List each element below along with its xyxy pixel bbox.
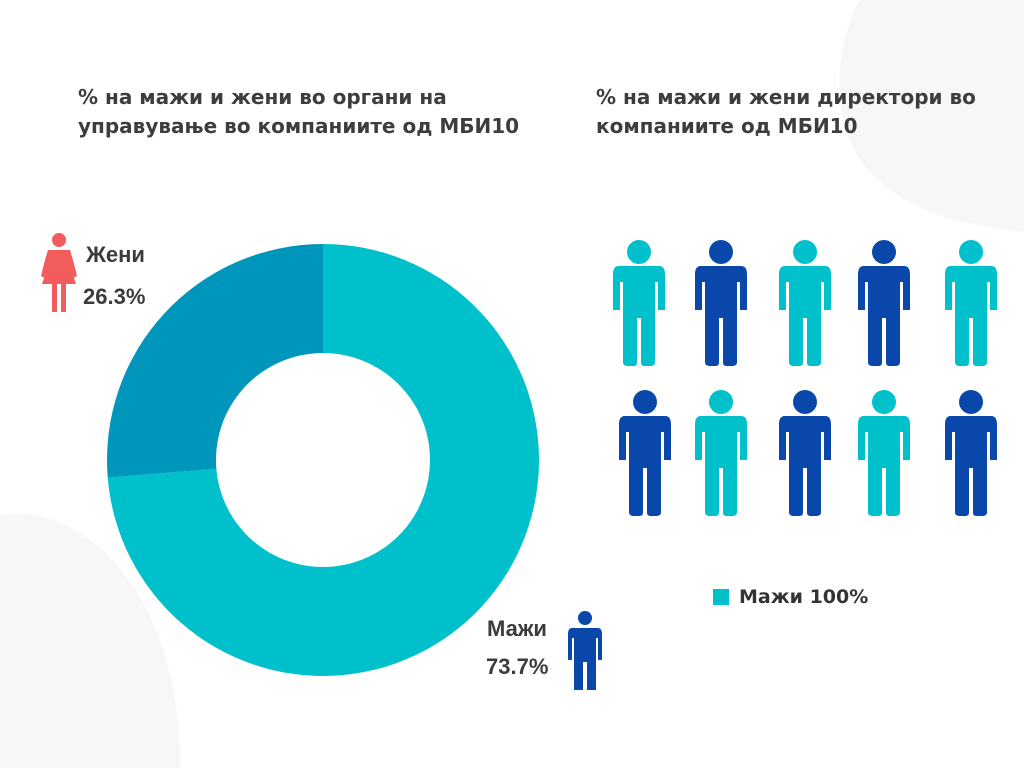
man-icon	[779, 390, 831, 516]
women-label: Жени	[86, 242, 145, 267]
man-icon	[695, 240, 747, 366]
woman-icon	[41, 233, 77, 312]
man-icon	[858, 390, 910, 516]
chart-title-directors: % на мажи и жени директори во компаниите…	[596, 85, 976, 138]
man-icon	[945, 390, 997, 516]
legend-swatch	[713, 589, 729, 605]
man-icon	[568, 611, 602, 690]
man-icon	[613, 240, 665, 366]
man-icon	[695, 390, 747, 516]
background-blob-top-right	[839, 0, 1024, 232]
man-icon	[858, 240, 910, 366]
pictograph-legend: Мажи 100%	[713, 586, 868, 608]
chart-title-board: % на мажи и жени во органи на управување…	[78, 85, 520, 138]
man-icon	[945, 240, 997, 366]
man-icon	[619, 390, 671, 516]
legend-label: Мажи 100%	[739, 586, 869, 608]
man-icon	[779, 240, 831, 366]
men-label: Мажи	[487, 616, 547, 641]
donut-slice-men	[107, 244, 540, 676]
men-value-label: 73.7%	[486, 654, 549, 679]
women-value-label: 26.3%	[83, 284, 146, 309]
donut-slice-women	[107, 244, 323, 478]
background-blob-bottom-left	[0, 513, 180, 768]
